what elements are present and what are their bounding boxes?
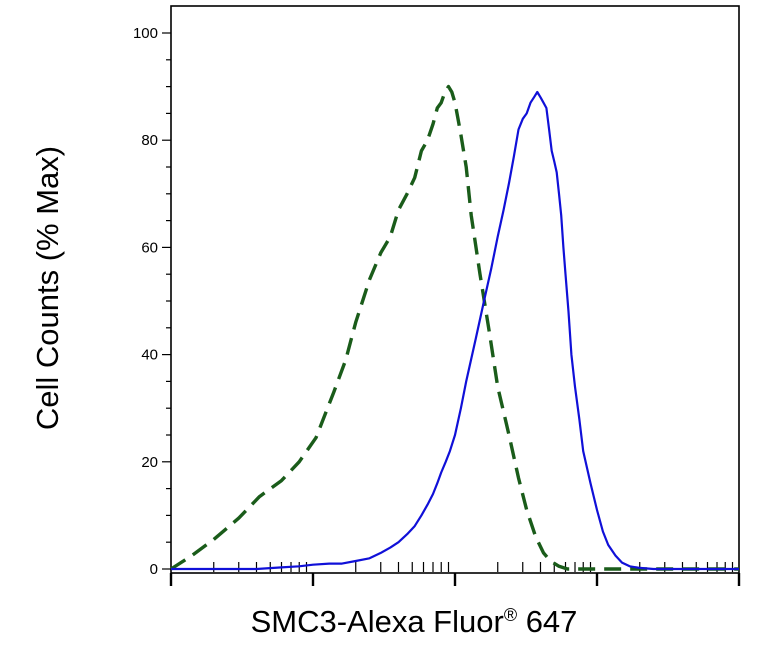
series-line-2 <box>171 90 739 571</box>
x-axis <box>169 562 741 586</box>
y-tick-label: 60 <box>141 239 158 256</box>
x-axis-label: SMC3-Alexa Fluor® 647 <box>251 604 578 639</box>
y-tick-label: 40 <box>141 347 158 364</box>
y-tick-label: 20 <box>141 454 158 471</box>
y-tick-label: 80 <box>141 132 158 149</box>
x-axis-label-main: SMC3-Alexa Fluor <box>251 604 504 639</box>
series-layer <box>170 84 739 571</box>
y-tick-label: 100 <box>133 25 158 42</box>
y-tick-label: 0 <box>150 561 158 578</box>
x-axis-label-suffix: 647 <box>517 604 577 639</box>
y-axis: 0 20 40 60 80 100 <box>133 25 171 578</box>
y-axis-label: Cell Counts (% Max) <box>30 146 65 430</box>
series-line-1 <box>170 84 739 571</box>
plot-frame <box>170 5 740 574</box>
x-axis-label-mark: ® <box>504 605 517 625</box>
